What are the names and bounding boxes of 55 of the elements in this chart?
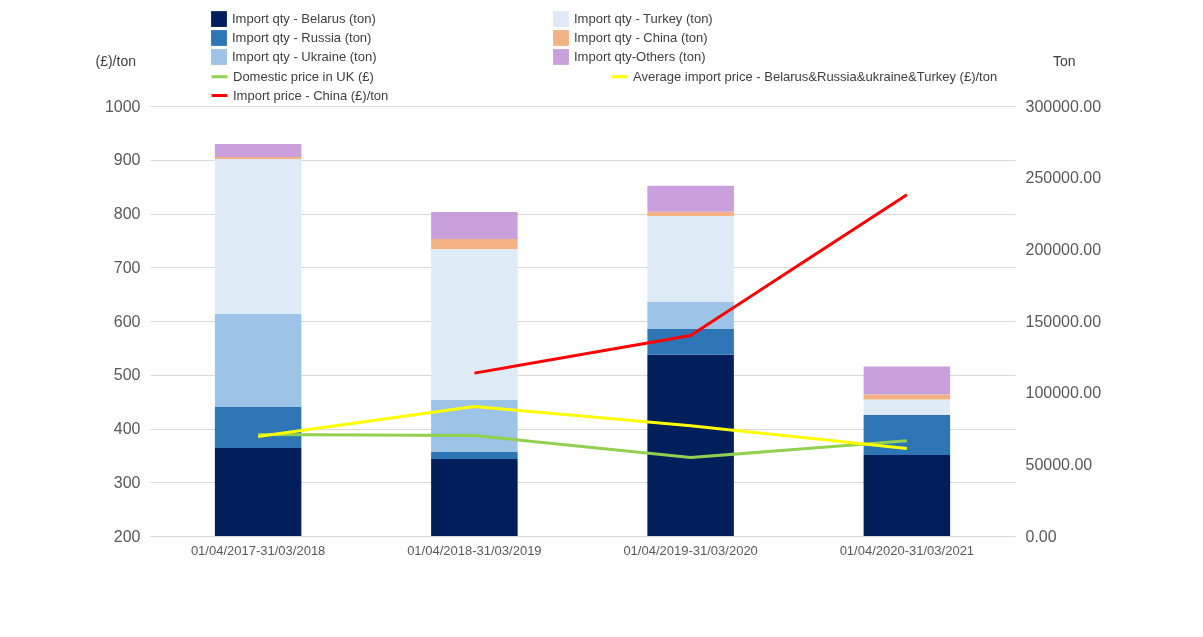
y-tick-label: 1000 — [104, 97, 141, 115]
bar — [647, 185, 734, 212]
bar — [431, 212, 518, 240]
x-tick-label: 01/04/2020-31/03/2021 — [839, 542, 975, 558]
y-tick-label: 300 — [113, 473, 141, 491]
y2-tick-label: 150000.00 — [1025, 312, 1102, 330]
bar — [214, 447, 302, 536]
bar — [214, 313, 302, 407]
bar — [214, 143, 302, 158]
y2-tick-label: 100000.00 — [1025, 384, 1102, 402]
legend-label: Import qty - Belarus (ton) — [232, 11, 376, 27]
y2-tick-label: 250000.00 — [1025, 169, 1102, 187]
bar — [647, 329, 734, 355]
bar — [647, 211, 734, 217]
y-axis-title: (£)/ton — [95, 52, 136, 69]
x-tick-label: 01/04/2018-31/03/2019 — [407, 542, 542, 558]
legend-label: Average import price - Belarus&Russia&ukraine&Turkey (£)/ton — [633, 68, 998, 84]
y-tick-label: 900 — [113, 151, 141, 169]
y-tick-label: 600 — [113, 312, 141, 330]
y2-tick-label: 50000.00 — [1025, 455, 1093, 473]
bar — [431, 239, 518, 250]
bar — [431, 249, 518, 400]
x-tick-label: 01/04/2019-31/03/2020 — [623, 542, 758, 558]
bar — [214, 407, 302, 448]
legend-label: Import qty-Others (ton) — [574, 49, 706, 64]
y2-axis-title: Ton — [1052, 52, 1076, 69]
y2-tick-label: 200000.00 — [1025, 240, 1102, 258]
bar — [863, 366, 951, 395]
bar — [863, 455, 951, 536]
legend-label: Import qty - Russia (ton) — [232, 30, 372, 45]
bar — [863, 399, 951, 415]
y-tick-label: 200 — [113, 527, 141, 545]
bar — [214, 157, 302, 160]
bar — [647, 302, 734, 330]
legend-label: Import qty - Turkey (ton) — [574, 11, 713, 27]
y2-tick-label: 300000.00 — [1025, 97, 1102, 115]
bar — [647, 354, 734, 536]
y2-tick-label: 0.00 — [1025, 527, 1057, 545]
line-series — [256, 404, 909, 450]
x-tick-label: 01/04/2017-31/03/2018 — [190, 542, 326, 558]
y-tick-label: 400 — [113, 420, 141, 437]
y-tick-label: 800 — [113, 205, 141, 222]
bar — [431, 452, 518, 460]
line-series — [256, 432, 909, 460]
y-tick-label: 700 — [113, 258, 141, 276]
bar — [431, 459, 518, 536]
bar — [214, 159, 302, 314]
y-tick-label: 500 — [113, 366, 141, 384]
bar — [863, 394, 951, 400]
legend-label: Import qty - China (ton) — [574, 30, 708, 45]
legend-label: Import price - China (£)/ton — [233, 87, 389, 103]
bar — [863, 414, 951, 456]
bar — [647, 216, 734, 303]
legend-label: Domestic price in UK (£) — [233, 68, 374, 84]
legend-label: Import qty - Ukraine (ton) — [232, 49, 377, 64]
